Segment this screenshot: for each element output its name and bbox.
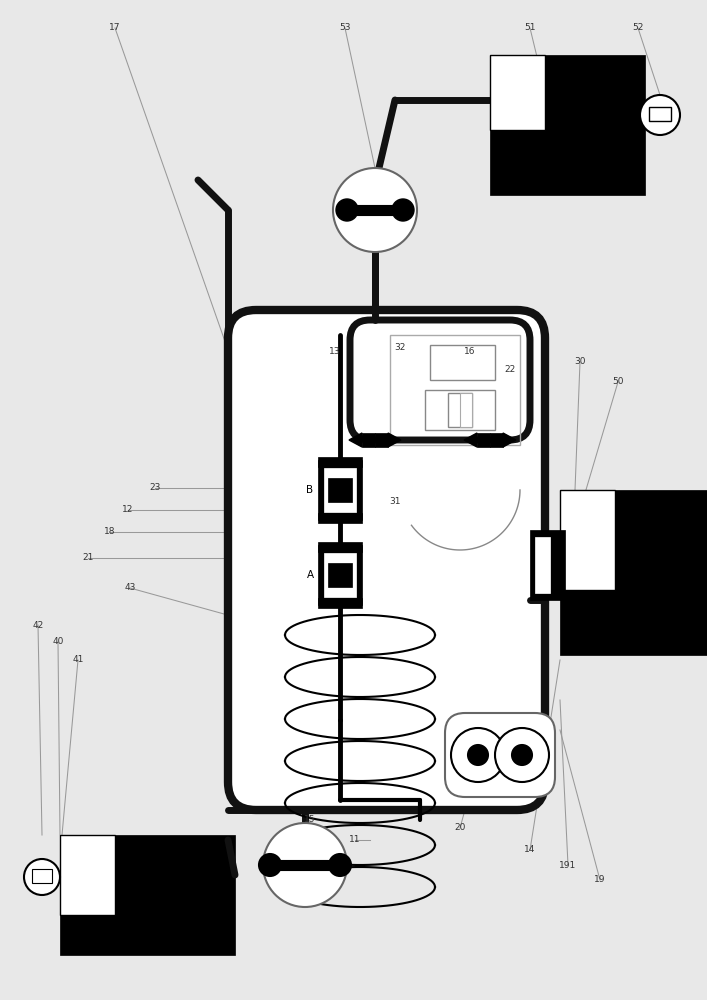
Circle shape: [259, 854, 281, 876]
Bar: [318, 542, 362, 552]
Text: 52: 52: [632, 23, 643, 32]
Bar: [649, 107, 671, 121]
Bar: [324, 553, 356, 597]
Text: 17: 17: [110, 23, 121, 32]
Text: 15: 15: [304, 816, 316, 824]
Text: 53: 53: [339, 23, 351, 32]
Text: 50: 50: [612, 377, 624, 386]
Text: 32: 32: [395, 344, 406, 353]
FancyBboxPatch shape: [228, 310, 545, 810]
Polygon shape: [349, 433, 362, 447]
Bar: [430, 345, 495, 380]
Text: 40: 40: [52, 638, 64, 647]
Bar: [60, 835, 115, 915]
Bar: [324, 468, 356, 512]
Circle shape: [512, 745, 532, 765]
Text: 42: 42: [33, 620, 44, 630]
Bar: [318, 545, 362, 605]
Bar: [328, 563, 352, 587]
Text: 23: 23: [149, 484, 160, 492]
Bar: [318, 457, 362, 467]
Text: 18: 18: [104, 528, 116, 536]
Text: B: B: [306, 485, 314, 495]
Bar: [425, 390, 495, 430]
Text: 21: 21: [82, 554, 94, 562]
Circle shape: [336, 199, 358, 221]
Text: 16: 16: [464, 348, 476, 357]
Text: 22: 22: [504, 365, 515, 374]
Text: 11: 11: [349, 836, 361, 844]
Bar: [318, 598, 362, 608]
Text: 13: 13: [329, 348, 341, 357]
Bar: [560, 490, 707, 655]
Circle shape: [451, 728, 505, 782]
Text: 51: 51: [525, 23, 536, 32]
Text: 12: 12: [122, 506, 134, 514]
Bar: [490, 433, 503, 447]
Text: 31: 31: [390, 497, 401, 506]
Circle shape: [329, 854, 351, 876]
Bar: [460, 393, 472, 427]
Circle shape: [263, 823, 347, 907]
Text: 43: 43: [124, 584, 136, 592]
Bar: [60, 835, 235, 955]
Text: 30: 30: [574, 358, 586, 366]
Text: 14: 14: [525, 846, 536, 854]
Bar: [328, 478, 352, 502]
Circle shape: [24, 859, 60, 895]
Bar: [375, 433, 388, 447]
Bar: [318, 513, 362, 523]
Text: 20: 20: [455, 824, 466, 832]
Bar: [318, 460, 362, 520]
Bar: [530, 530, 565, 600]
FancyBboxPatch shape: [445, 713, 555, 797]
Polygon shape: [503, 433, 516, 447]
Bar: [535, 537, 550, 593]
Text: A: A: [306, 570, 314, 580]
Circle shape: [333, 168, 417, 252]
Circle shape: [495, 728, 549, 782]
Text: 19: 19: [595, 876, 606, 884]
Text: 41: 41: [72, 656, 83, 664]
Bar: [32, 869, 52, 883]
Bar: [448, 393, 472, 427]
Bar: [490, 55, 645, 195]
Circle shape: [640, 95, 680, 135]
Bar: [490, 55, 545, 130]
Text: 191: 191: [559, 860, 577, 869]
Circle shape: [468, 745, 488, 765]
Polygon shape: [388, 433, 401, 447]
Polygon shape: [464, 433, 477, 447]
Bar: [362, 433, 375, 447]
Circle shape: [392, 199, 414, 221]
Bar: [390, 335, 520, 445]
Bar: [560, 490, 615, 590]
Bar: [477, 433, 490, 447]
